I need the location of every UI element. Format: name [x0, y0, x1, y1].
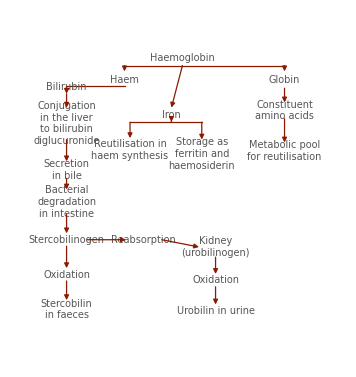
Text: Storage as
ferritin and
haemosiderin: Storage as ferritin and haemosiderin: [168, 138, 235, 171]
Text: Constituent
amino acids: Constituent amino acids: [255, 100, 314, 121]
Text: Bilirubin: Bilirubin: [46, 82, 87, 92]
Text: Reutilisation in
haem synthesis: Reutilisation in haem synthesis: [91, 139, 169, 161]
Text: Oxidation: Oxidation: [43, 270, 90, 280]
Text: Haem: Haem: [110, 75, 139, 85]
Text: Metabolic pool
for reutilisation: Metabolic pool for reutilisation: [247, 140, 322, 162]
Text: Kidney
(urobilinogen): Kidney (urobilinogen): [181, 236, 250, 258]
Text: Stercobilinogen: Stercobilinogen: [28, 235, 105, 245]
Text: Urobilin in urine: Urobilin in urine: [177, 306, 255, 316]
Text: Conjugation
in the liver
to bilirubin
diglucuronide: Conjugation in the liver to bilirubin di…: [33, 101, 100, 146]
Text: Globin: Globin: [269, 75, 300, 85]
Text: Reabsorption: Reabsorption: [111, 235, 176, 245]
Text: Iron: Iron: [162, 110, 181, 120]
Text: Oxidation: Oxidation: [192, 275, 239, 285]
Text: Bacterial
degradation
in intestine: Bacterial degradation in intestine: [37, 185, 96, 219]
Text: Secretion
in bile: Secretion in bile: [43, 159, 90, 181]
Text: Stercobilin
in faeces: Stercobilin in faeces: [41, 299, 93, 320]
Text: Haemoglobin: Haemoglobin: [150, 53, 215, 63]
